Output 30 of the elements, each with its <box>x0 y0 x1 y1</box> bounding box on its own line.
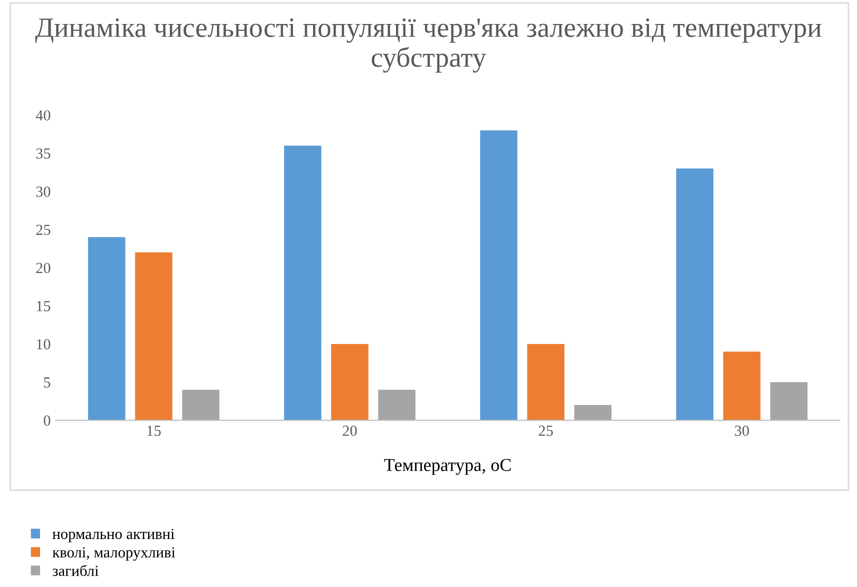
bar <box>676 168 714 420</box>
legend-label: кволі, малорухливі <box>52 547 176 561</box>
y-tick-label: 40 <box>36 110 50 121</box>
y-tick-label: 25 <box>36 224 50 235</box>
y-tick-label: 0 <box>44 415 50 426</box>
x-tick-label: 20 <box>342 426 357 436</box>
bar <box>574 405 612 420</box>
y-tick-label: 10 <box>36 339 50 350</box>
bar <box>135 252 172 420</box>
chart-title: Динаміка чисельності популяції черв'яка залежно від температури субстрату <box>35 18 822 73</box>
y-tick-label: 15 <box>36 301 50 312</box>
legend-label: загиблі <box>52 564 99 576</box>
bar <box>88 237 126 420</box>
bar <box>284 146 322 420</box>
bar <box>331 344 368 420</box>
x-tick-label: 25 <box>538 426 553 436</box>
bar <box>378 390 416 420</box>
bar <box>723 352 760 420</box>
y-tick-label: 5 <box>44 377 50 388</box>
x-tick-label: 30 <box>734 426 749 436</box>
y-tick-label: 35 <box>36 148 50 159</box>
x-tick-label: 15 <box>147 426 161 436</box>
bar <box>770 382 808 420</box>
y-tick-label: 20 <box>36 262 50 274</box>
bar <box>182 390 220 420</box>
y-tick-label: 30 <box>36 186 50 197</box>
bar <box>480 130 518 420</box>
bar <box>527 344 564 420</box>
x-axis-title: Температура, оС <box>384 458 511 475</box>
legend-label: нормально активні <box>52 528 174 542</box>
